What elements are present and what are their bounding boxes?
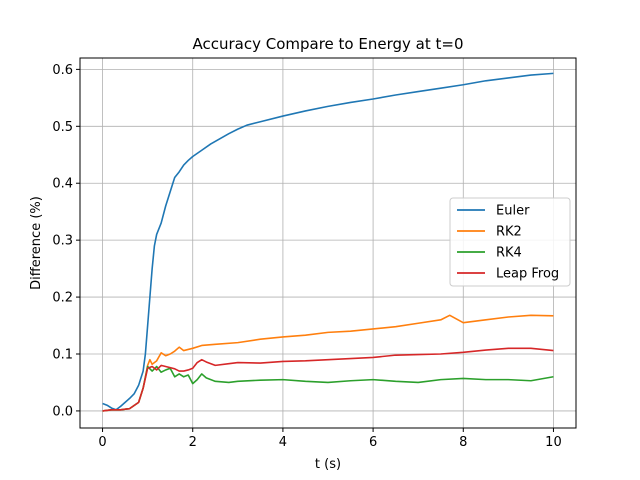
legend: Euler RK2 RK4 Leap Frog [449, 197, 571, 287]
legend-label-euler: Euler [496, 204, 530, 219]
series-line-euler [102, 72, 554, 411]
x-tick-label: 2 [189, 435, 197, 450]
y-tick-label: 0.4 [52, 177, 73, 192]
y-axis-label: Difference (%) [29, 196, 44, 290]
x-tick-label: 4 [279, 435, 287, 450]
y-axis-ticks: 0.0 0.1 0.2 0.3 0.4 0.5 0.6 [52, 63, 80, 419]
y-tick-label: 0.6 [52, 63, 73, 78]
x-tick-label: 0 [98, 435, 106, 450]
series-lines [102, 72, 554, 412]
y-tick-label: 0.0 [52, 404, 73, 419]
chart-title: Accuracy Compare to Energy at t=0 [192, 35, 463, 53]
y-tick-label: 0.1 [52, 348, 73, 363]
x-tick-label: 10 [545, 435, 562, 450]
x-axis-ticks: 0 2 4 6 8 10 [98, 428, 562, 450]
x-tick-label: 8 [459, 435, 467, 450]
y-tick-label: 0.2 [52, 291, 73, 306]
legend-label-leap-frog: Leap Frog [496, 267, 559, 282]
y-tick-label: 0.3 [52, 234, 73, 249]
x-axis-label: t (s) [315, 457, 341, 472]
plot-area-frame [79, 57, 577, 429]
legend-label-rk2: RK2 [496, 225, 522, 240]
y-tick-label: 0.5 [52, 120, 73, 135]
series-line-rk4 [102, 365, 554, 412]
legend-label-rk4: RK4 [496, 246, 522, 261]
series-line-leap-frog [102, 347, 554, 412]
legend-frame [449, 197, 571, 287]
x-tick-label: 6 [369, 435, 377, 450]
